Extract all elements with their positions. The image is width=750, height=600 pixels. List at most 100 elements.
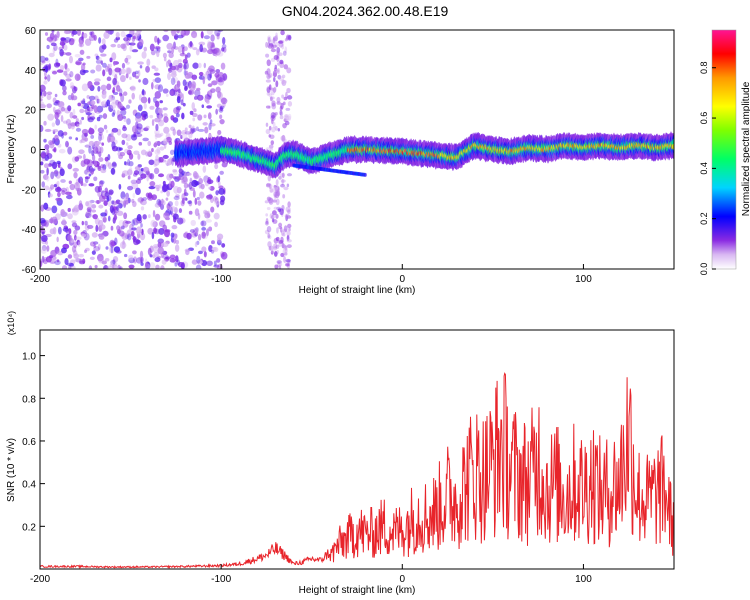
noise-blob [41, 231, 45, 235]
noise-blob [111, 200, 115, 205]
noise-blob [103, 200, 108, 207]
colorbar-tick-label: 0.6 [699, 112, 709, 125]
noise-blob [114, 67, 121, 73]
noise-blob [203, 114, 207, 119]
noise-blob [183, 46, 188, 52]
noise-blob [160, 190, 163, 194]
noise-blob [100, 101, 105, 107]
noise-blob [90, 100, 96, 106]
noise-blob [114, 237, 118, 246]
noise-blob [72, 206, 79, 213]
noise-blob [165, 256, 171, 260]
noise-blob [120, 31, 126, 38]
noise-blob [53, 147, 57, 153]
noise-blob [133, 132, 137, 138]
noise-blob [185, 81, 189, 87]
noise-blob [179, 30, 185, 35]
noise-blob [168, 157, 173, 165]
noise-blob [176, 129, 182, 136]
noise-blob [191, 102, 195, 111]
noise-blob [70, 122, 76, 127]
streak-blob [274, 264, 279, 269]
noise-blob [88, 95, 96, 101]
noise-blob [91, 209, 97, 213]
noise-blob [129, 167, 133, 172]
streak-blob [271, 115, 275, 120]
noise-blob [97, 56, 102, 62]
noise-blob [117, 103, 124, 109]
streak-blob [273, 250, 278, 257]
noise-blob [73, 229, 78, 235]
noise-blob [115, 250, 122, 254]
noise-blob [135, 226, 142, 235]
noise-blob [115, 36, 120, 41]
streak-blob [266, 91, 270, 96]
noise-blob [90, 69, 96, 74]
noise-blob [212, 48, 218, 54]
streak-blob [278, 239, 284, 244]
noise-blob [100, 164, 105, 169]
noise-blob [180, 134, 183, 140]
streak-blob [281, 178, 284, 186]
noise-blob [98, 204, 104, 209]
spectrogram-y-tick-label: -20 [22, 185, 37, 196]
noise-blob [44, 144, 50, 150]
noise-blob [40, 98, 43, 102]
noise-blob [204, 126, 209, 134]
noise-blob [75, 118, 79, 123]
noise-blob [40, 161, 44, 166]
noise-blob [195, 228, 199, 236]
noise-blob [73, 204, 81, 212]
noise-blob [140, 223, 143, 228]
noise-blob [152, 254, 156, 259]
noise-blob [48, 163, 53, 167]
noise-blob [189, 177, 193, 183]
noise-blob [50, 249, 57, 257]
noise-blob [172, 213, 179, 220]
noise-blob [149, 181, 156, 187]
noise-blob [41, 235, 48, 243]
noise-blob [81, 220, 84, 226]
noise-blob [80, 180, 84, 187]
noise-blob [66, 194, 73, 200]
noise-blob [207, 83, 213, 88]
noise-blob [101, 44, 107, 50]
streak-blob [282, 194, 286, 199]
spectrogram-y-tick-label: 60 [25, 26, 37, 37]
noise-blob [118, 183, 122, 190]
noise-blob [196, 126, 199, 132]
noise-blob [91, 154, 96, 162]
noise-blob [91, 232, 98, 238]
noise-blob [40, 94, 44, 99]
streak-blob [273, 76, 276, 82]
noise-blob [76, 185, 81, 191]
noise-blob [41, 255, 45, 263]
streak-blob [266, 182, 271, 187]
noise-blob [208, 244, 213, 253]
noise-blob [78, 200, 83, 208]
noise-blob [153, 96, 157, 103]
noise-blob [197, 233, 202, 241]
noise-blob [166, 173, 172, 181]
noise-blob [172, 169, 178, 173]
noise-blob [213, 260, 217, 266]
noise-blob [84, 249, 87, 254]
noise-blob [220, 251, 228, 260]
streak-blob [268, 125, 272, 131]
colorbar-gradient [712, 30, 736, 269]
streak-blob [282, 232, 286, 237]
streak-blob [269, 39, 275, 44]
noise-blob [112, 97, 116, 105]
colorbar-tick-label: 0.4 [699, 162, 709, 175]
streak-blob [266, 206, 271, 211]
noise-blob [105, 30, 110, 33]
noise-blob [203, 251, 207, 258]
noise-blob [88, 140, 95, 146]
noise-blob [218, 77, 224, 83]
noise-blob [147, 227, 154, 235]
noise-blob [159, 146, 165, 151]
noise-blob [121, 62, 126, 69]
noise-blob [81, 128, 89, 135]
colorbar-tick-label: 0.8 [699, 61, 709, 74]
streak-blob [265, 105, 271, 109]
